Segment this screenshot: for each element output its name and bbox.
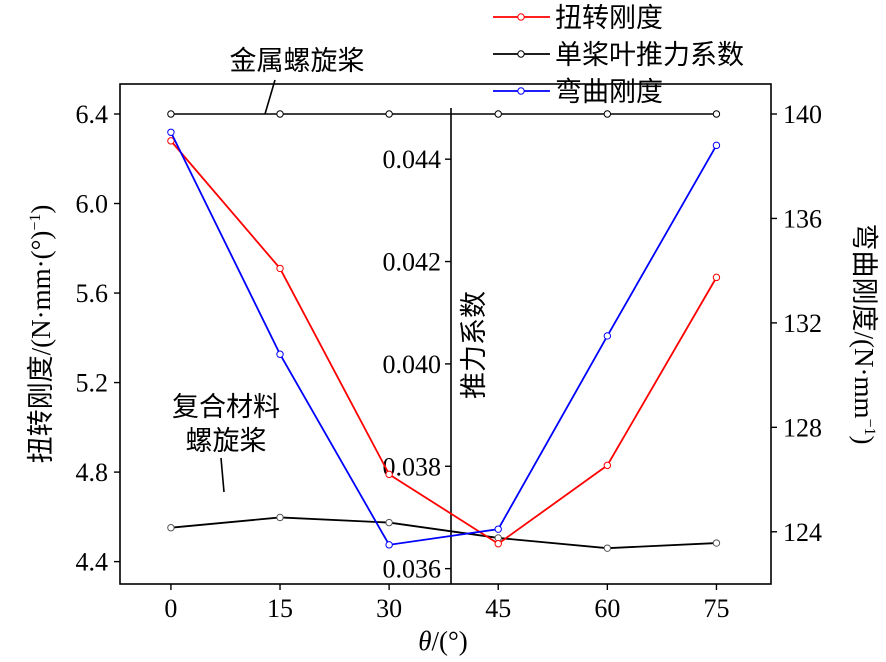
series-point-0	[494, 540, 502, 548]
series-point-2	[494, 525, 502, 533]
x-axis-label: θ/(°)	[418, 626, 468, 656]
series-point-1	[603, 544, 612, 552]
x-tick-label: 0	[164, 594, 177, 623]
legend-marker	[517, 50, 525, 58]
x-tick-label: 45	[485, 594, 511, 623]
legend-label: 单桨叶推力系数	[555, 40, 744, 70]
plot-frame	[119, 83, 772, 585]
x-axis: 0 15 30 45 60 75	[164, 584, 729, 623]
series-point-1	[385, 518, 393, 527]
left-tick-label: 4.4	[76, 548, 109, 577]
inner-tick-label: 0.036	[383, 555, 442, 584]
series-point-2	[712, 141, 721, 150]
composite-propeller-annotation-line: 复合材料	[172, 392, 280, 422]
right-tick-label: 140	[783, 100, 822, 129]
left-tick-label: 5.6	[76, 279, 109, 308]
series-line-1	[170, 516, 717, 550]
composite-propeller-annotation-line: 螺旋桨	[186, 426, 267, 456]
right-tick-label: 128	[783, 413, 822, 442]
series-point-1	[167, 523, 175, 532]
metal-propeller-annotation: 金属螺旋桨	[230, 46, 365, 76]
metal-propeller-point	[276, 110, 284, 118]
series-point-2	[603, 332, 612, 340]
series-layer	[167, 110, 721, 552]
series-point-0	[712, 273, 721, 282]
series-point-2	[167, 128, 175, 136]
x-tick-label: 60	[594, 594, 620, 623]
x-tick-label: 30	[376, 594, 402, 623]
left-tick-label: 4.8	[76, 458, 109, 487]
metal-propeller-point	[494, 110, 502, 118]
metal-propeller-point	[167, 110, 175, 118]
inner-axis-label: 推力系数	[459, 291, 489, 399]
right-tick-label: 132	[783, 309, 822, 338]
series-line-2	[170, 131, 718, 546]
series-point-0	[603, 461, 612, 470]
left-tick-label: 6.0	[76, 190, 109, 219]
left-tick-label: 6.4	[76, 100, 109, 129]
right-tick-label: 124	[783, 518, 822, 547]
inner-tick-label: 0.044	[383, 145, 442, 174]
x-tick-label: 75	[703, 594, 729, 623]
metal-propeller-point	[712, 110, 721, 118]
legend-marker	[517, 87, 525, 95]
metal-propeller-leader	[264, 79, 276, 115]
x-tick-label: 15	[267, 594, 293, 623]
series-line-0	[170, 140, 718, 545]
series-point-1	[276, 513, 284, 522]
series-point-1	[712, 539, 721, 547]
composite-propeller-leader	[220, 457, 225, 493]
metal-propeller-point	[603, 110, 612, 118]
metal-propeller-point	[385, 110, 393, 118]
series-point-0	[276, 264, 284, 273]
inner-tick-label: 0.042	[383, 248, 442, 277]
series-point-0	[385, 470, 393, 479]
series-point-2	[276, 350, 284, 358]
right-axis: 124 128 132 136 140	[771, 100, 822, 547]
left-tick-label: 5.2	[76, 369, 109, 398]
legend-label: 扭转刚度	[555, 3, 663, 33]
right-tick-label: 136	[783, 204, 822, 233]
inner-tick-label: 0.040	[383, 350, 442, 379]
left-axis: 4.4 4.8 5.2 5.6 6.0 6.4	[76, 100, 120, 577]
series-point-0	[167, 137, 175, 145]
series-point-2	[385, 541, 393, 549]
legend-marker	[517, 13, 525, 21]
legend-label: 弯曲刚度	[555, 77, 663, 107]
right-axis-label: 弯曲刚度/(N·mm−1)	[849, 223, 879, 444]
left-axis-label: 扭转刚度/(N·mm·(°)−1)	[26, 205, 56, 464]
